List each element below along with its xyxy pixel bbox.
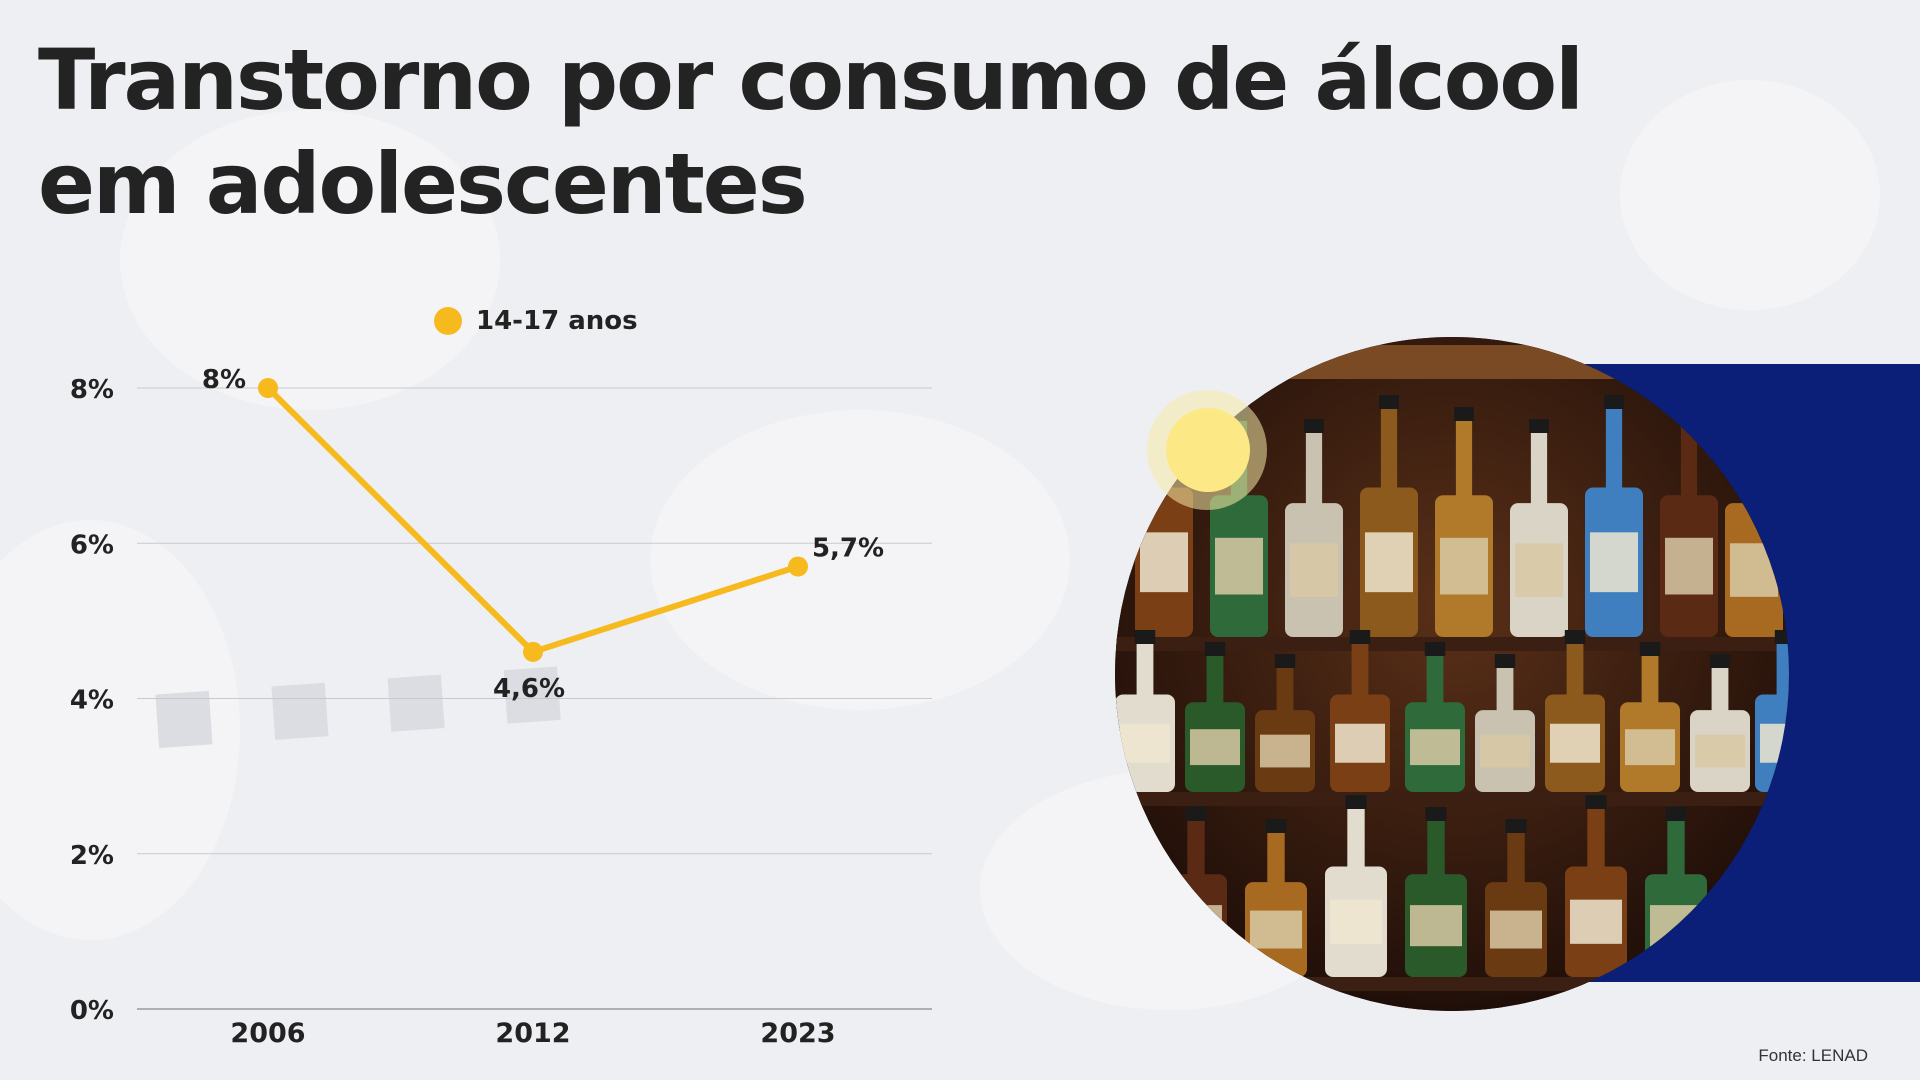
background-cork-shape	[650, 410, 1070, 710]
background-cork-shape	[0, 520, 240, 940]
y-tick-label: 4%	[70, 686, 114, 716]
bottle-shape	[1475, 654, 1535, 792]
bottle-shape	[1115, 630, 1175, 792]
bottle-shape	[1360, 395, 1418, 637]
bottle-shape	[1325, 795, 1387, 977]
x-tick-label: 2006	[230, 1018, 305, 1049]
bottle-shape	[1405, 642, 1465, 792]
page-title: Transtorno por consumo de álcool em adol…	[38, 28, 1584, 236]
data-label: 8%	[202, 365, 246, 395]
legend-marker	[434, 307, 462, 335]
chart-legend: 14-17 anos	[434, 306, 638, 336]
bottle-shape	[1510, 419, 1568, 637]
source-note: Fonte: LENAD	[1758, 1046, 1868, 1065]
legend-label: 14-17 anos	[476, 306, 638, 336]
y-tick-label: 0%	[70, 996, 114, 1026]
data-point	[258, 378, 278, 398]
y-tick-label: 2%	[70, 841, 114, 871]
bottle-shape	[1405, 807, 1467, 977]
bottle-shape	[1185, 642, 1245, 792]
line-chart: 0% 2% 4% 6% 8% 2006 2012 2023 8% 4,6% 5,7%	[70, 365, 932, 1049]
data-point	[523, 641, 543, 662]
yellow-circle-decoration	[1166, 408, 1250, 492]
y-tick-label: 6%	[70, 530, 114, 560]
background-cork-shape	[1620, 80, 1880, 310]
title-line-1: Transtorno por consumo de álcool	[38, 31, 1584, 129]
x-tick-label: 2012	[495, 1018, 570, 1049]
bottle-shape	[1485, 819, 1547, 977]
bottle-shape	[1255, 654, 1315, 792]
title-line-2: em adolescentes	[38, 135, 808, 233]
series-line	[265, 385, 801, 655]
bottle-shape	[1565, 795, 1627, 977]
data-point	[788, 556, 808, 577]
background-cork-shape	[120, 110, 500, 410]
bottle-shape	[1285, 419, 1343, 637]
data-label: 5,7%	[812, 534, 884, 564]
bottle-shape	[1435, 407, 1493, 637]
bottle-shape	[1585, 395, 1643, 637]
bottle-shape	[1330, 630, 1390, 792]
bottle-shape	[1690, 654, 1750, 792]
bottle-shape	[1660, 407, 1718, 637]
y-tick-label: 8%	[70, 375, 114, 405]
data-label: 4,6%	[493, 674, 565, 704]
bottle-shape	[1545, 630, 1605, 792]
bottle-shape	[1620, 642, 1680, 792]
x-tick-label: 2023	[760, 1018, 835, 1049]
